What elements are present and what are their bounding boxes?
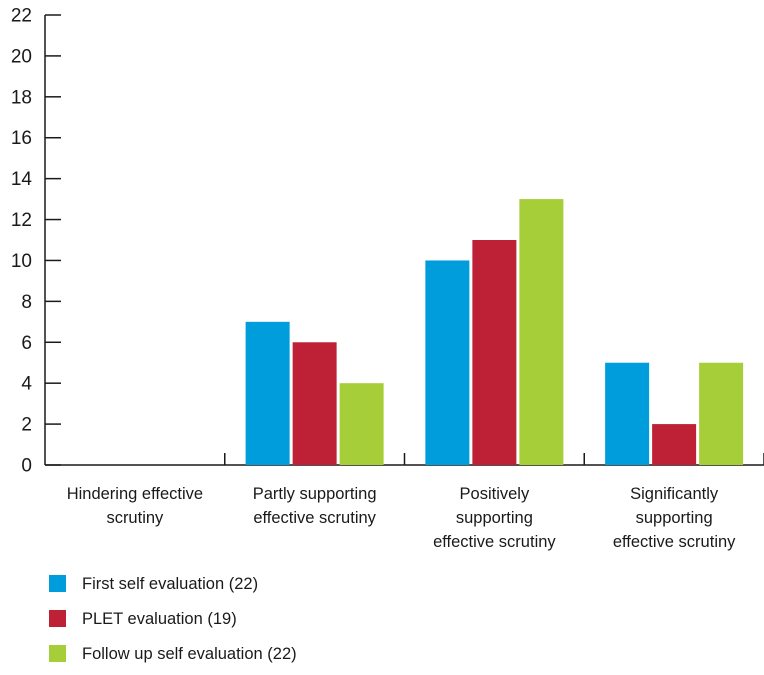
bar bbox=[652, 424, 697, 465]
x-category-label: Partly supporting effective scrutiny bbox=[253, 485, 377, 527]
x-category-label: Positively supporting effective scrutiny bbox=[433, 485, 556, 551]
y-tick-label: 16 bbox=[11, 128, 32, 149]
bar bbox=[699, 362, 744, 465]
bar bbox=[339, 383, 384, 465]
y-tick-label: 4 bbox=[21, 374, 32, 395]
legend-swatch bbox=[49, 645, 66, 662]
y-tick-label: 0 bbox=[21, 456, 32, 477]
bar bbox=[425, 260, 470, 465]
bar bbox=[245, 321, 290, 465]
y-tick-label: 6 bbox=[21, 333, 32, 354]
legend: First self evaluation (22) PLET evaluatio… bbox=[49, 575, 297, 663]
y-tick-label: 2 bbox=[21, 415, 32, 436]
y-tick-label: 12 bbox=[11, 210, 32, 231]
y-axis: 0 2 4 6 8 10 12 14 16 18 20 22 bbox=[11, 6, 61, 477]
legend-item: Follow up self evaluation (22) bbox=[49, 645, 297, 663]
legend-label: PLET evaluation (19) bbox=[82, 610, 237, 628]
legend-item: PLET evaluation (19) bbox=[49, 610, 237, 628]
bar bbox=[292, 342, 337, 465]
legend-label: Follow up self evaluation (22) bbox=[82, 645, 297, 663]
bar bbox=[519, 199, 564, 465]
y-tick-label: 20 bbox=[11, 46, 32, 67]
y-tick-label: 14 bbox=[11, 169, 33, 190]
y-tick-label: 22 bbox=[11, 6, 32, 27]
legend-swatch bbox=[49, 575, 66, 592]
x-category-label: Significantly supporting effective scrutin… bbox=[613, 485, 736, 551]
legend-item: First self evaluation (22) bbox=[49, 575, 258, 593]
y-tick-label: 10 bbox=[11, 251, 32, 272]
legend-swatch bbox=[49, 610, 66, 627]
x-category-label: Hindering effective scrutiny bbox=[67, 485, 203, 527]
bar bbox=[605, 362, 650, 465]
y-tick-label: 18 bbox=[11, 87, 32, 108]
bar bbox=[472, 240, 517, 465]
y-tick-label: 8 bbox=[21, 292, 32, 313]
x-axis: Hindering effective scrutiny Partly suppor… bbox=[45, 453, 764, 551]
bars bbox=[245, 199, 744, 465]
legend-label: First self evaluation (22) bbox=[82, 575, 258, 593]
